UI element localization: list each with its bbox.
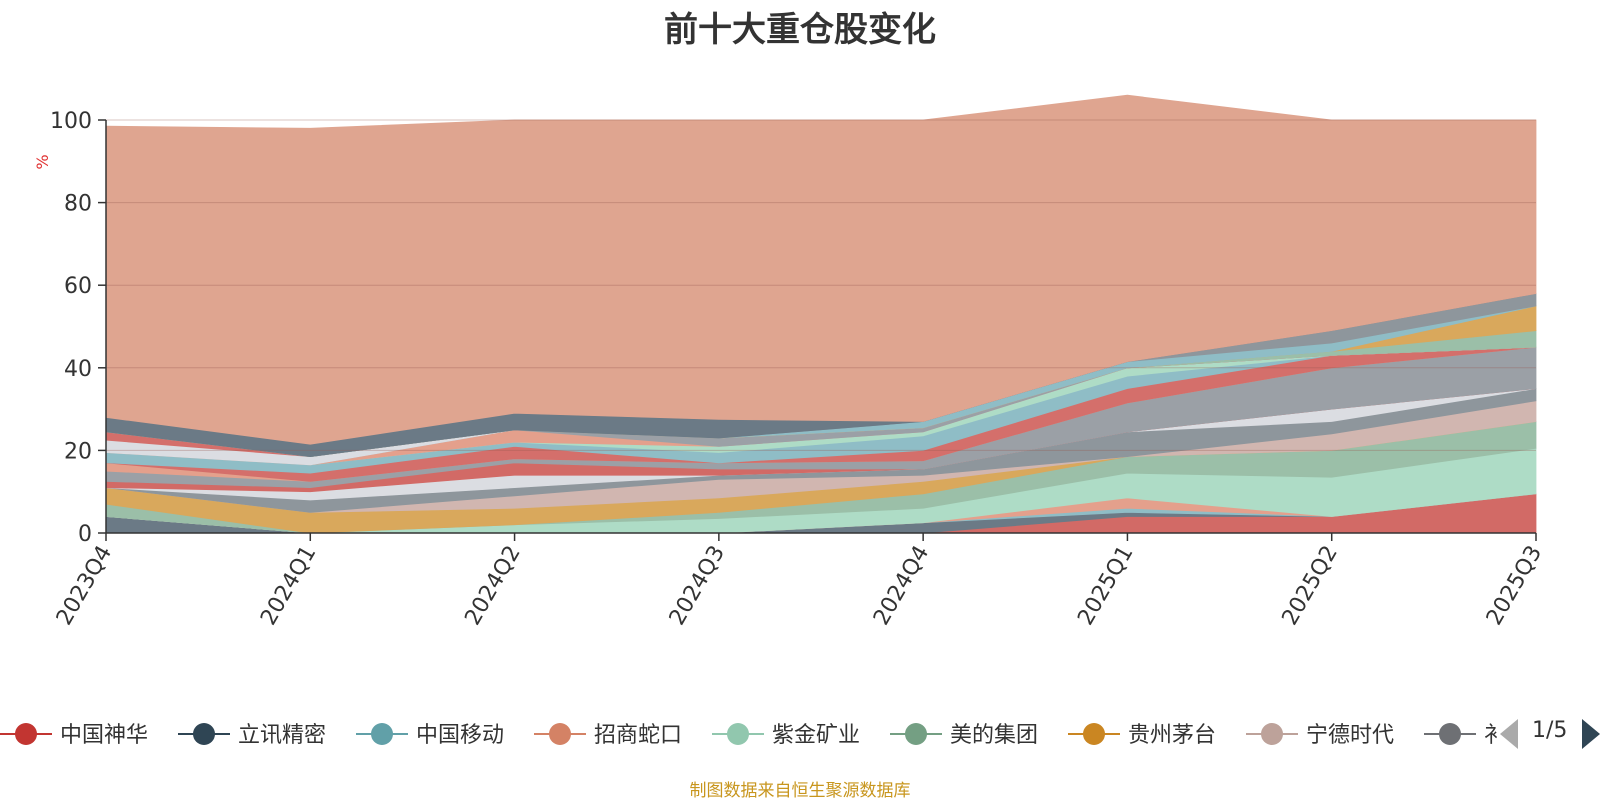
legend-label: 贵州茅台 [1128,723,1216,748]
x-tick-label: 2025Q3 [1482,542,1547,630]
chart-title: 前十大重仓股变化 [664,10,936,50]
legend-label: 中国神华 [60,723,148,748]
x-tick-label: 2023Q4 [52,542,117,630]
legend-item[interactable]: 立讯精密 [178,723,326,748]
y-tick-label: 60 [64,274,92,299]
source-footer: 制图数据来自恒生聚源数据库 [689,781,911,801]
y-tick-label: 80 [64,192,92,217]
legend-marker-icon [371,723,393,745]
legend-label: 招商蛇口 [594,723,682,748]
y-tick-label: 0 [78,522,92,547]
legend-label: 紫金矿业 [772,723,860,748]
legend-item[interactable]: 紫金矿业 [712,723,860,748]
legend-item[interactable]: 衤 [1424,723,1506,748]
x-tick-label: 2025Q1 [1073,542,1138,630]
legend-item[interactable]: 贵州茅台 [1068,723,1216,748]
legend-label: 中国移动 [416,723,504,748]
y-tick-label: 100 [50,109,92,134]
legend-item[interactable]: 宁德时代 [1246,723,1394,748]
x-tick-label: 2024Q2 [460,542,525,630]
legend-label: 立讯精密 [238,723,326,748]
x-tick-label: 2025Q2 [1278,542,1343,630]
legend-marker-icon [1261,723,1283,745]
area-layer [105,94,1537,534]
prev-page-icon[interactable] [1500,719,1518,749]
legend-marker-icon [549,723,571,745]
area-series-25 [105,94,1537,445]
y-axis-label: % [33,154,52,169]
legend-label: 宁德时代 [1306,723,1394,748]
x-tick-label: 2024Q4 [869,542,934,630]
legend-marker-icon [905,723,927,745]
legend-item[interactable]: 中国移动 [356,723,504,748]
legend-marker-icon [727,723,749,745]
next-page-icon[interactable] [1582,719,1600,749]
legend-label: 衤 [1484,723,1506,748]
x-tick-label: 2024Q3 [665,542,730,630]
legend-item[interactable]: 中国神华 [0,723,148,748]
legend: 中国神华 立讯精密 中国移动 招商蛇口 紫金矿业 美的集团 贵州茅台 宁德时代 衤 [0,723,1506,748]
legend-item[interactable]: 美的集团 [890,723,1038,748]
legend-item[interactable]: 招商蛇口 [534,723,682,748]
legend-marker-icon [1083,723,1105,745]
y-tick-label: 20 [64,439,92,464]
legend-marker-icon [15,723,37,745]
legend-marker-icon [193,723,215,745]
legend-page-indicator: 1/5 [1532,718,1568,743]
y-tick-label: 40 [64,357,92,382]
x-tick-label: 2024Q1 [256,542,321,630]
legend-marker-icon [1439,723,1461,745]
legend-label: 美的集团 [950,723,1038,748]
